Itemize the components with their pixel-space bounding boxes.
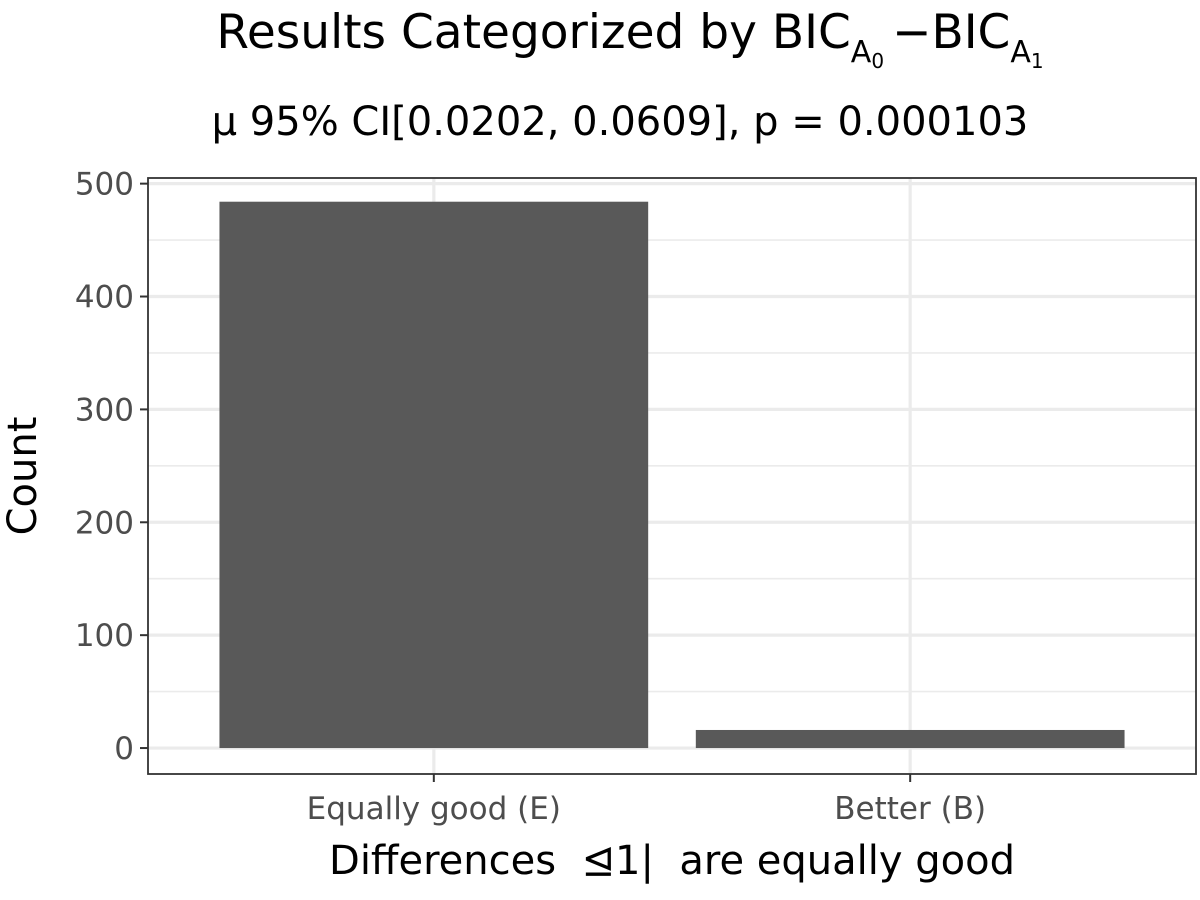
y-tick-label: 300 xyxy=(75,392,134,428)
x-tick-label: Better (B) xyxy=(834,791,986,827)
chart-title-sub-1-index: 0 xyxy=(871,49,884,73)
y-axis: 0 100 200 300 400 500 xyxy=(75,167,148,767)
y-tick-label: 400 xyxy=(75,280,134,316)
chart-title: Results Categorized by BICA0−BICA1 xyxy=(216,5,1043,73)
chart-title-main: Results Categorized by BIC xyxy=(216,5,850,60)
chart-title-sub-2: A xyxy=(1010,35,1031,70)
bar-better xyxy=(695,729,1125,749)
chart-title-sub-1: A xyxy=(851,35,872,70)
y-tick-label: 200 xyxy=(75,505,134,541)
chart-title-minus: − xyxy=(892,5,931,60)
y-axis-title: Count xyxy=(0,417,46,536)
chart-subtitle: μ 95% CI[0.0202, 0.0609], p = 0.000103 xyxy=(212,99,1029,145)
chart-title-main-2: BIC xyxy=(931,5,1010,60)
x-axis-title: Differences ⊴1| are equally good xyxy=(329,838,1015,884)
y-tick-label: 500 xyxy=(75,167,134,203)
x-axis: Equally good (E) Better (B) xyxy=(307,774,986,827)
chart-title-sub-2-index: 1 xyxy=(1031,49,1044,73)
panel-border xyxy=(147,177,1197,775)
y-tick-label: 100 xyxy=(75,618,134,654)
x-tick-label: Equally good (E) xyxy=(307,791,561,827)
bar-equally-good xyxy=(219,201,649,749)
y-tick-label: 0 xyxy=(114,731,134,767)
plot-panel xyxy=(147,177,1197,775)
bars xyxy=(219,201,1125,749)
